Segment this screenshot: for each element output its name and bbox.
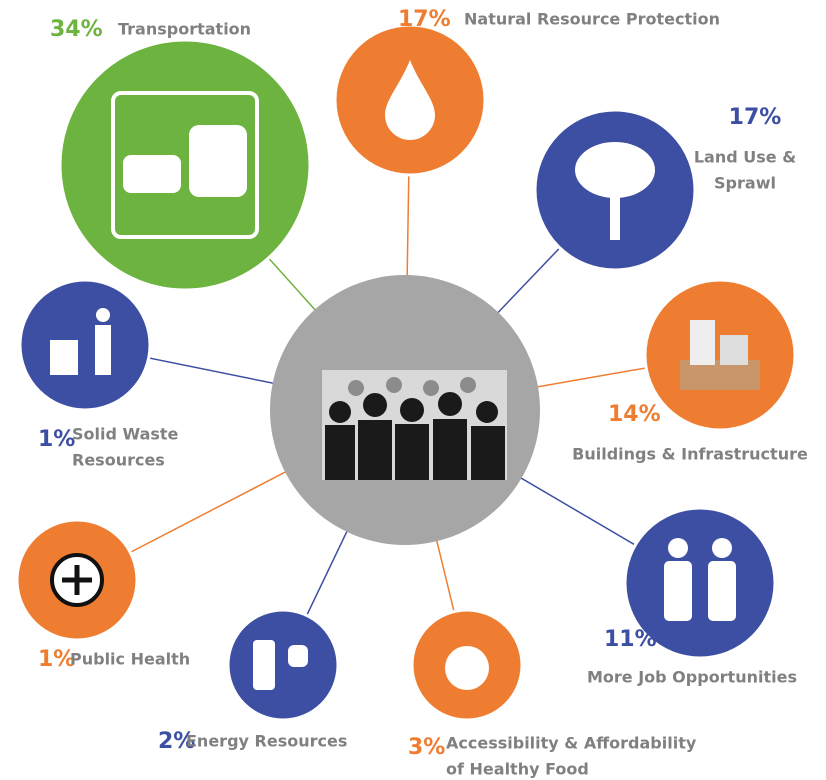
node-label: of Healthy Food — [446, 760, 589, 779]
icon — [708, 561, 736, 621]
icon — [189, 125, 247, 197]
icon — [664, 561, 692, 621]
node-percent: 3% — [408, 735, 445, 760]
crowd-icon — [322, 370, 507, 480]
node-circle — [228, 610, 338, 720]
icon — [95, 325, 111, 375]
node: 17% Land Use & Sprawl — [535, 105, 796, 270]
node-label: Land Use & — [694, 148, 796, 167]
icon — [690, 320, 715, 365]
node: 34% Transportation — [50, 17, 310, 290]
node-percent: 17% — [398, 7, 451, 32]
node-circle — [20, 280, 150, 410]
node-label: Natural Resource Protection — [464, 10, 720, 29]
node: 2%Energy Resources — [158, 610, 347, 754]
node: 1%Public Health — [17, 520, 190, 672]
node-label: Sprawl — [714, 174, 776, 193]
node-label: Resources — [72, 451, 165, 470]
infographic: 34% Transportation 17% Natural Resource Pro… — [0, 0, 826, 780]
node-percent: 34% — [50, 17, 103, 42]
node-label: Public Health — [70, 650, 190, 669]
node-percent: 14% — [608, 402, 661, 427]
node-label: More Job Opportunities — [587, 668, 797, 687]
node-label: Buildings & Infrastructure — [572, 445, 808, 464]
node-label: Energy Resources — [186, 732, 347, 751]
icon — [288, 645, 308, 667]
node-label: Accessibility & Affordability — [446, 734, 697, 753]
node-label: Solid Waste — [72, 425, 179, 444]
icon — [712, 538, 732, 558]
icon — [610, 185, 620, 240]
icon — [720, 335, 748, 365]
icon — [668, 538, 688, 558]
node-percent: 17% — [729, 105, 782, 130]
icon — [445, 646, 489, 690]
node: 14% Buildings & Infrastructure — [572, 280, 808, 464]
node: 1%Solid Waste Resources — [20, 280, 179, 470]
node-percent: 11% — [604, 627, 657, 652]
node-label: Transportation — [118, 20, 251, 39]
icon — [123, 155, 181, 193]
node-percent: 1% — [38, 427, 75, 452]
icon — [253, 640, 275, 690]
icon — [50, 340, 78, 375]
icon — [96, 308, 110, 322]
node-circle — [60, 40, 310, 290]
